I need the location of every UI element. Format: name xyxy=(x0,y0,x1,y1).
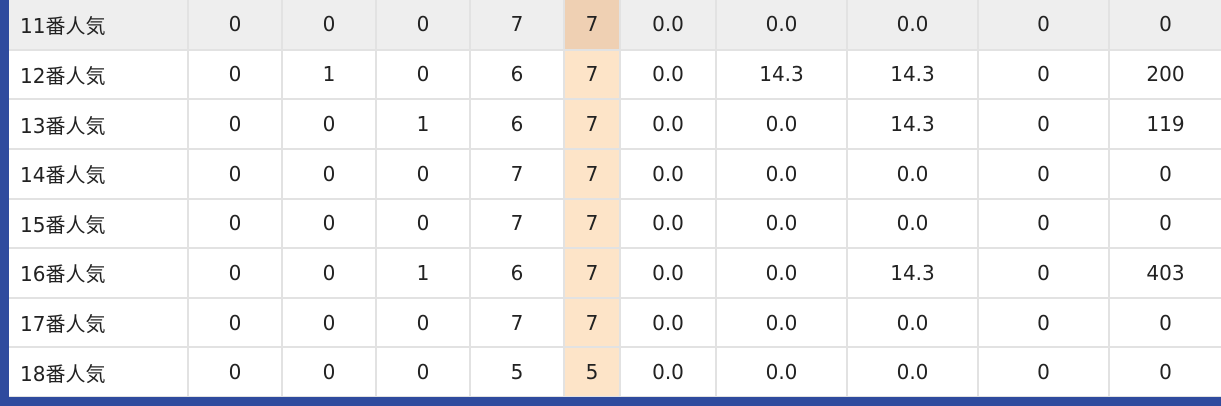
table-cell: 0 xyxy=(188,148,283,200)
table-row: 15番人気 0 0 0 7 7 0.0 0.0 0.0 0 0 xyxy=(9,198,1221,250)
table-cell: 0.0 xyxy=(847,297,979,349)
row-label: 17番人気 xyxy=(9,297,189,349)
table-cell: 0.0 xyxy=(847,347,979,397)
table-cell: 0 xyxy=(376,148,471,200)
table-cell: 0.0 xyxy=(847,148,979,200)
total-cell: 5 xyxy=(564,347,621,397)
row-label: 15番人気 xyxy=(9,198,189,250)
table-cell: 14.3 xyxy=(847,49,979,101)
row-label: 16番人気 xyxy=(9,248,189,299)
table-cell: 6 xyxy=(470,248,565,299)
table-cell: 0 xyxy=(978,99,1110,150)
table-cell: 1 xyxy=(282,49,377,101)
table-cell: 0 xyxy=(1109,148,1221,200)
table-cell: 0 xyxy=(376,297,471,349)
table-cell: 0 xyxy=(282,99,377,150)
table-cell: 0 xyxy=(282,248,377,299)
table-cell: 0.0 xyxy=(716,0,848,51)
table-cell: 119 xyxy=(1109,99,1221,150)
popularity-stats-table: 11番人気 0 0 0 7 7 0.0 0.0 0.0 0 0 12番人気 0 1 0 6 7 0.0 14.3 14… xyxy=(9,0,1221,397)
table-cell: 0 xyxy=(376,347,471,397)
table-cell: 1 xyxy=(376,99,471,150)
table-cell: 0.0 xyxy=(847,198,979,250)
table-cell: 0 xyxy=(978,49,1110,101)
table-cell: 0 xyxy=(282,198,377,250)
table-cell: 6 xyxy=(470,49,565,101)
table-cell: 0 xyxy=(188,0,283,51)
row-label: 18番人気 xyxy=(9,347,189,397)
table-row: 11番人気 0 0 0 7 7 0.0 0.0 0.0 0 0 xyxy=(9,0,1221,51)
table-cell: 0 xyxy=(376,198,471,250)
table-cell: 0.0 xyxy=(716,99,848,150)
table-cell: 1 xyxy=(376,248,471,299)
table-cell: 0 xyxy=(188,347,283,397)
table-cell: 0 xyxy=(1109,0,1221,51)
table-cell: 403 xyxy=(1109,248,1221,299)
table-cell: 0.0 xyxy=(620,198,717,250)
row-label: 13番人気 xyxy=(9,99,189,150)
table-cell: 0.0 xyxy=(620,0,717,51)
table-cell: 0 xyxy=(978,0,1110,51)
table-row: 18番人気 0 0 0 5 5 0.0 0.0 0.0 0 0 xyxy=(9,347,1221,397)
row-label: 12番人気 xyxy=(9,49,189,101)
table-cell: 0 xyxy=(978,248,1110,299)
table-cell: 0.0 xyxy=(716,148,848,200)
total-cell: 7 xyxy=(564,198,621,250)
row-label: 11番人気 xyxy=(9,0,189,51)
table-cell: 0 xyxy=(188,297,283,349)
table-cell: 0.0 xyxy=(716,297,848,349)
table-cell: 0.0 xyxy=(716,347,848,397)
total-cell: 7 xyxy=(564,99,621,150)
table-cell: 7 xyxy=(470,297,565,349)
table-cell: 0 xyxy=(376,0,471,51)
table-row: 14番人気 0 0 0 7 7 0.0 0.0 0.0 0 0 xyxy=(9,148,1221,200)
row-label: 14番人気 xyxy=(9,148,189,200)
table-cell: 0 xyxy=(282,0,377,51)
table-cell: 200 xyxy=(1109,49,1221,101)
table-cell: 0 xyxy=(282,148,377,200)
table-cell: 6 xyxy=(470,99,565,150)
table-cell: 0 xyxy=(1109,297,1221,349)
table-cell: 0.0 xyxy=(620,99,717,150)
table-cell: 5 xyxy=(470,347,565,397)
table-cell: 0.0 xyxy=(620,248,717,299)
table-cell: 0 xyxy=(282,347,377,397)
table-cell: 0.0 xyxy=(620,297,717,349)
table-cell: 0 xyxy=(978,148,1110,200)
total-cell: 7 xyxy=(564,49,621,101)
total-cell: 7 xyxy=(564,297,621,349)
table-cell: 0 xyxy=(188,198,283,250)
table-row: 12番人気 0 1 0 6 7 0.0 14.3 14.3 0 200 xyxy=(9,49,1221,101)
table-cell: 14.3 xyxy=(847,248,979,299)
table-cell: 0.0 xyxy=(620,148,717,200)
table-cell: 14.3 xyxy=(847,99,979,150)
table-row: 13番人気 0 0 1 6 7 0.0 0.0 14.3 0 119 xyxy=(9,99,1221,150)
table-cell: 0.0 xyxy=(620,49,717,101)
table-cell: 7 xyxy=(470,148,565,200)
table-row: 17番人気 0 0 0 7 7 0.0 0.0 0.0 0 0 xyxy=(9,297,1221,349)
total-cell: 7 xyxy=(564,248,621,299)
table-cell: 0.0 xyxy=(716,248,848,299)
table-cell: 7 xyxy=(470,0,565,51)
table-cell: 14.3 xyxy=(716,49,848,101)
table-body: 11番人気 0 0 0 7 7 0.0 0.0 0.0 0 0 12番人気 0 1 0 6 7 0.0 14.3 14… xyxy=(9,0,1221,397)
table-cell: 0 xyxy=(978,347,1110,397)
table-cell: 0 xyxy=(188,248,283,299)
table-cell: 0 xyxy=(978,297,1110,349)
table-row: 16番人気 0 0 1 6 7 0.0 0.0 14.3 0 403 xyxy=(9,248,1221,299)
table-cell: 0 xyxy=(188,99,283,150)
table-cell: 0 xyxy=(282,297,377,349)
table-cell: 0.0 xyxy=(620,347,717,397)
total-cell: 7 xyxy=(564,0,621,51)
table-cell: 0.0 xyxy=(847,0,979,51)
table-cell: 0 xyxy=(1109,198,1221,250)
table-cell: 0 xyxy=(376,49,471,101)
table-cell: 0 xyxy=(1109,347,1221,397)
stats-table-panel: 11番人気 0 0 0 7 7 0.0 0.0 0.0 0 0 12番人気 0 1 0 6 7 0.0 14.3 14… xyxy=(9,0,1221,397)
table-cell: 0 xyxy=(978,198,1110,250)
table-cell: 7 xyxy=(470,198,565,250)
table-cell: 0 xyxy=(188,49,283,101)
total-cell: 7 xyxy=(564,148,621,200)
table-cell: 0.0 xyxy=(716,198,848,250)
